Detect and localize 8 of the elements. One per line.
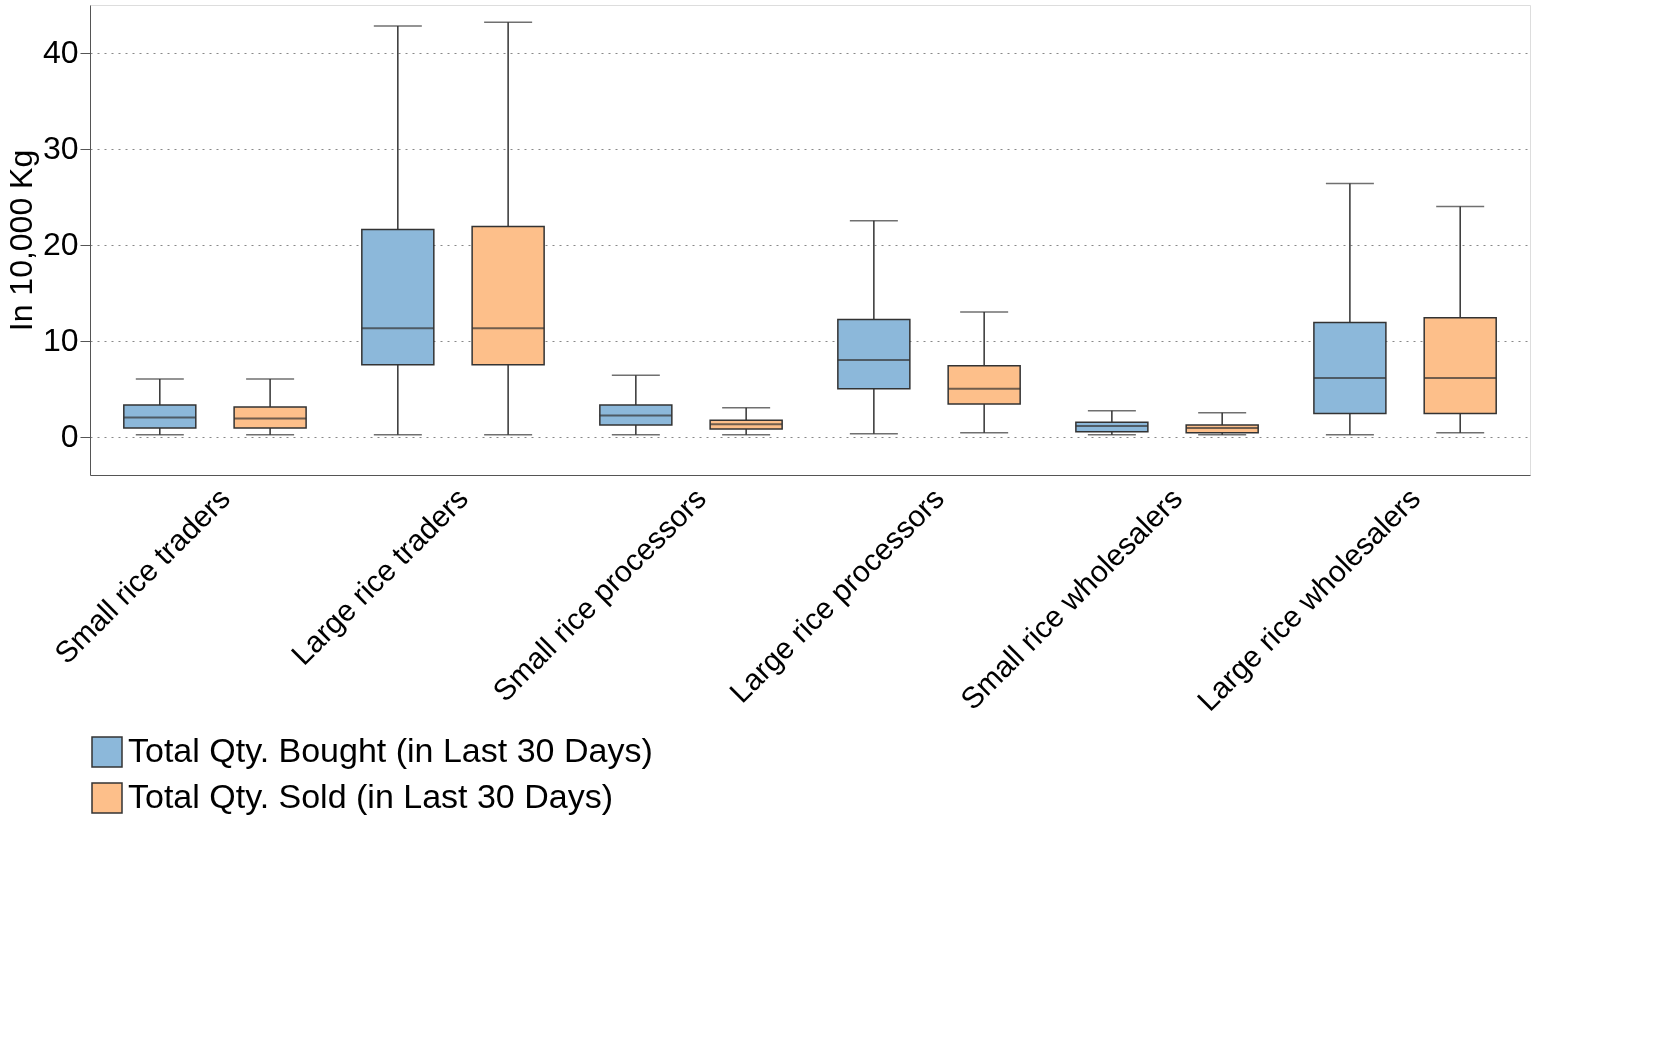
- y-tick-label: 10: [42, 322, 79, 359]
- y-axis-title: In 10,000 Kg: [2, 149, 39, 332]
- y-tick-label: 20: [42, 226, 79, 263]
- y-tick-label: 0: [60, 418, 79, 455]
- legend-label: Total Qty. Sold (in Last 30 Days): [128, 777, 614, 815]
- legend-label: Total Qty. Bought (in Last 30 Days): [128, 731, 653, 769]
- y-tick-label: 40: [42, 34, 79, 71]
- y-tick-label: 30: [42, 130, 79, 167]
